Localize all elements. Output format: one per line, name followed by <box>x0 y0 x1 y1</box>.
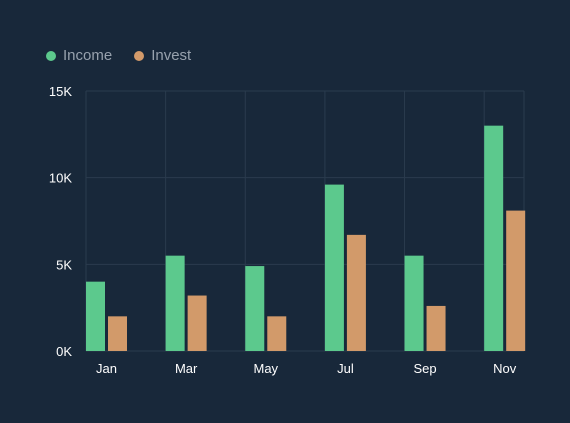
x-tick-label: Sep <box>413 361 436 376</box>
legend-dot-invest <box>134 50 145 61</box>
bar-income-jan <box>86 281 105 351</box>
bar-income-nov <box>484 125 504 352</box>
bar-invest-jul <box>346 234 366 351</box>
legend-label-income: Income <box>63 47 113 64</box>
legend-label-invest: Invest <box>151 47 192 64</box>
y-tick-label: 5K <box>56 257 72 272</box>
bar-invest-sep <box>426 305 446 351</box>
bar-income-may <box>245 266 265 351</box>
x-tick-label: Jul <box>337 361 354 376</box>
bar-income-mar <box>165 255 185 351</box>
bar-income-jul <box>324 184 344 351</box>
x-tick-label: Jan <box>96 361 117 376</box>
x-tick-label: May <box>253 361 278 376</box>
bar-invest-may <box>267 316 287 351</box>
legend-item-income[interactable]: Income <box>46 47 112 64</box>
y-tick-label: 10K <box>49 171 72 186</box>
chart-legend: Income Invest <box>46 47 213 64</box>
y-tick-label: 0K <box>56 344 72 359</box>
bar-invest-jan <box>108 316 127 351</box>
legend-item-invest[interactable]: Invest <box>134 47 191 64</box>
x-tick-label: Nov <box>493 361 517 376</box>
legend-dot-income <box>46 50 56 61</box>
bar-invest-nov <box>506 210 526 351</box>
x-tick-label: Mar <box>175 361 198 376</box>
bar-invest-mar <box>187 295 207 351</box>
y-tick-label: 15K <box>49 84 72 99</box>
bar-income-sep <box>404 255 424 351</box>
